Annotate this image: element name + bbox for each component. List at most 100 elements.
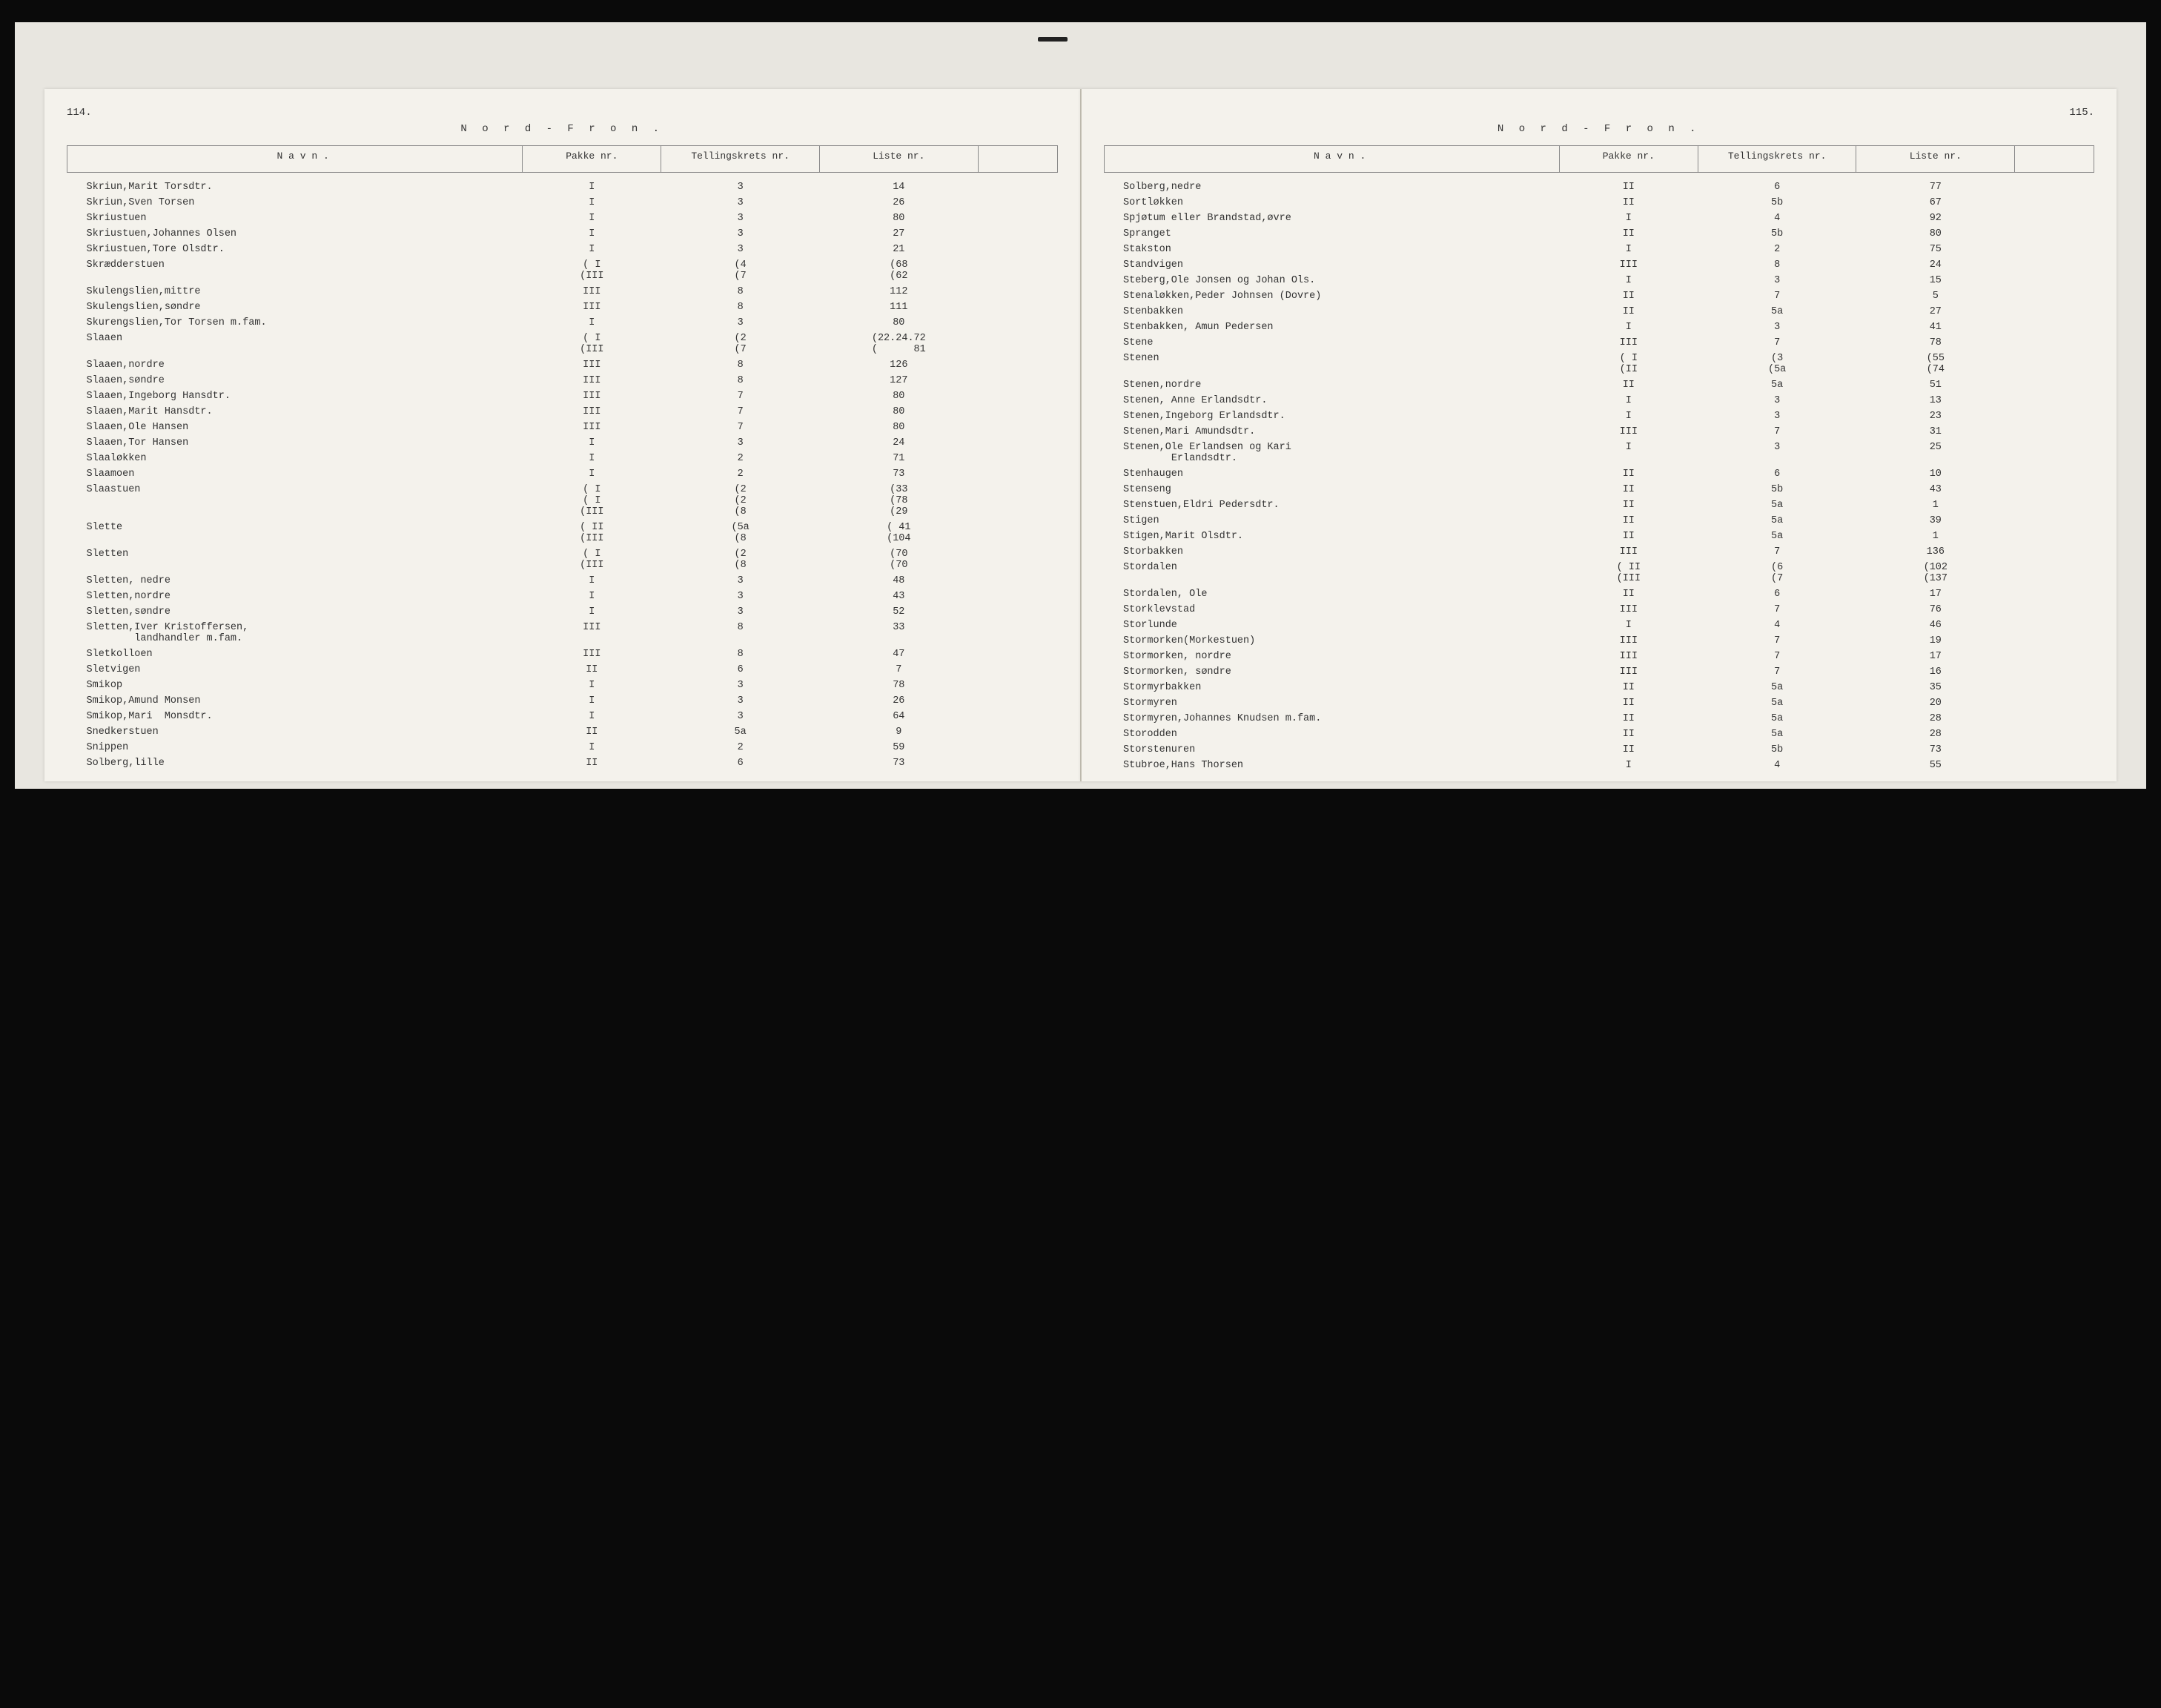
index-table-right: N a v n . Pakke nr. Tellingskrets nr. Li…	[1104, 145, 2095, 773]
cell-krets: 5b	[1698, 226, 1856, 242]
cell-navn: Stenseng	[1104, 482, 1559, 497]
cell-krets: 7	[1698, 664, 1856, 680]
cell-pakke: III	[1559, 602, 1698, 618]
cell-extra	[2015, 393, 2094, 408]
cell-pakke: II	[1559, 586, 1698, 602]
cell-extra	[2015, 649, 2094, 664]
cell-liste: 7	[819, 662, 978, 678]
cell-extra	[978, 573, 1057, 589]
cell-krets: 7	[1698, 602, 1856, 618]
cell-krets: 6	[661, 662, 820, 678]
cell-liste: 78	[1856, 335, 2015, 351]
cell-navn: Slaaen	[67, 331, 523, 357]
table-row: Sletten,Iver Kristoffersen, landhandler …	[67, 620, 1058, 646]
cell-pakke: I	[523, 678, 661, 693]
cell-pakke: I	[1559, 393, 1698, 408]
binder-clip-mark	[1038, 37, 1068, 42]
cell-krets: 7	[1698, 633, 1856, 649]
cell-pakke: II	[1559, 304, 1698, 320]
table-row: StorstenurenII5b73	[1104, 742, 2094, 758]
cell-liste: 47	[819, 646, 978, 662]
cell-liste: 64	[819, 709, 978, 724]
cell-pakke: I	[523, 693, 661, 709]
cell-navn: Stormorken(Morkestuen)	[1104, 633, 1559, 649]
cell-liste: (70 (70	[819, 546, 978, 573]
table-row: StorbakkenIII7136	[1104, 544, 2094, 560]
table-row: Slaastuen( I ( I (III(2 (2 (8(33 (78 (29	[67, 482, 1058, 520]
cell-pakke: I	[523, 173, 661, 196]
table-row: Smikop,Amund MonsenI326	[67, 693, 1058, 709]
cell-krets: 2	[661, 740, 820, 755]
header-row: N a v n . Pakke nr. Tellingskrets nr. Li…	[67, 146, 1058, 173]
cell-extra	[978, 435, 1057, 451]
cell-liste: 78	[819, 678, 978, 693]
cell-extra	[978, 211, 1057, 226]
cell-navn: Skriun,Sven Torsen	[67, 195, 523, 211]
table-row: Sletten,nordreI343	[67, 589, 1058, 604]
cell-krets: 5a	[1698, 304, 1856, 320]
cell-liste: 21	[819, 242, 978, 257]
cell-pakke: I	[1559, 440, 1698, 466]
cell-liste: 24	[1856, 257, 2015, 273]
cell-liste: (33 (78 (29	[819, 482, 978, 520]
cell-navn: Stenen,Ingeborg Erlandsdtr.	[1104, 408, 1559, 424]
cell-pakke: I	[523, 195, 661, 211]
cell-liste: (68 (62	[819, 257, 978, 284]
cell-pakke: I	[523, 242, 661, 257]
cell-pakke: II	[1559, 711, 1698, 726]
cell-pakke: III	[1559, 633, 1698, 649]
cell-krets: 3	[1698, 393, 1856, 408]
cell-extra	[978, 678, 1057, 693]
cell-extra	[2015, 466, 2094, 482]
table-row: Sletten, nedreI348	[67, 573, 1058, 589]
table-row: Solberg,lilleII673	[67, 755, 1058, 771]
cell-pakke: II	[1559, 726, 1698, 742]
scanner-bed: 114. N o r d - F r o n . N a v n . Pakke…	[0, 0, 2161, 796]
col-header-extra	[978, 146, 1057, 173]
table-row: SlaamoenI273	[67, 466, 1058, 482]
table-row: SprangetII5b80	[1104, 226, 2094, 242]
cell-liste: 9	[819, 724, 978, 740]
cell-krets: (6 (7	[1698, 560, 1856, 586]
cell-extra	[978, 589, 1057, 604]
cell-krets: 5a	[1698, 711, 1856, 726]
table-row: Stormorken(Morkestuen)III719	[1104, 633, 2094, 649]
cell-navn: Stenen, Anne Erlandsdtr.	[1104, 393, 1559, 408]
cell-navn: Spjøtum eller Brandstad,øvre	[1104, 211, 1559, 226]
table-row: Slaaen,søndreIII8127	[67, 373, 1058, 388]
cell-pakke: II	[1559, 742, 1698, 758]
cell-pakke: II	[523, 724, 661, 740]
table-row: SteneIII778	[1104, 335, 2094, 351]
cell-extra	[2015, 695, 2094, 711]
table-row: Slaaen,Tor HansenI324	[67, 435, 1058, 451]
cell-pakke: III	[523, 404, 661, 420]
cell-extra	[978, 173, 1057, 196]
cell-krets: 3	[661, 678, 820, 693]
cell-navn: Stormyren,Johannes Knudsen m.fam.	[1104, 711, 1559, 726]
cell-pakke: II	[1559, 466, 1698, 482]
cell-navn: Stenen,nordre	[1104, 377, 1559, 393]
cell-navn: Sletten,søndre	[67, 604, 523, 620]
index-table-left: N a v n . Pakke nr. Tellingskrets nr. Li…	[67, 145, 1058, 771]
cell-pakke: III	[523, 357, 661, 373]
cell-pakke: II	[523, 755, 661, 771]
cell-liste: 136	[1856, 544, 2015, 560]
cell-liste: 28	[1856, 711, 2015, 726]
cell-pakke: ( I (III	[523, 546, 661, 573]
cell-navn: Storbakken	[1104, 544, 1559, 560]
cell-liste: 111	[819, 299, 978, 315]
cell-krets: 3	[1698, 408, 1856, 424]
cell-extra	[978, 724, 1057, 740]
cell-krets: 8	[661, 646, 820, 662]
cell-navn: Stordalen	[1104, 560, 1559, 586]
cell-liste: 48	[819, 573, 978, 589]
cell-liste: 80	[819, 388, 978, 404]
cell-pakke: I	[523, 211, 661, 226]
cell-navn: Sortløkken	[1104, 195, 1559, 211]
table-row: Stormorken, søndreIII716	[1104, 664, 2094, 680]
cell-liste: 33	[819, 620, 978, 646]
cell-navn: Stormorken, søndre	[1104, 664, 1559, 680]
cell-krets: 3	[661, 589, 820, 604]
cell-liste: 31	[1856, 424, 2015, 440]
table-row: StorklevstadIII776	[1104, 602, 2094, 618]
